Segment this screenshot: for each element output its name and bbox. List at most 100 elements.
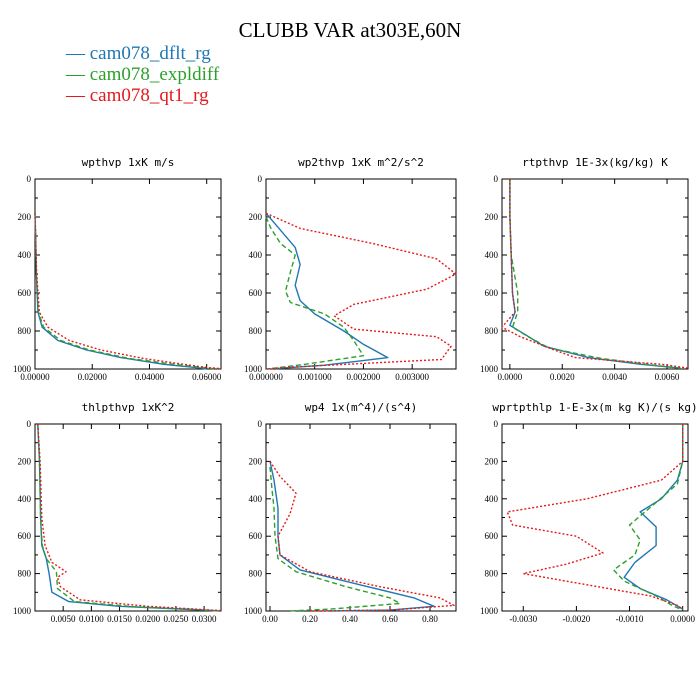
panel-title: thlpthvp 1xK^2 (82, 401, 175, 414)
y-tick-label: 0 (258, 419, 263, 429)
y-tick-label: 600 (249, 288, 263, 298)
x-tick-label: 0.0020 (550, 372, 575, 382)
x-tick-label: 0.40 (342, 614, 358, 624)
y-tick-label: 600 (18, 531, 32, 541)
panel-title: wpthvp 1xK m/s (82, 156, 175, 169)
y-tick-label: 1000 (480, 606, 499, 616)
y-tick-label: 0 (27, 174, 32, 184)
y-tick-label: 200 (249, 212, 263, 222)
legend-swatch: — (66, 64, 85, 85)
panel-2: wp2thvp 1xK m^2/s^2020040060080010000.00… (244, 156, 457, 382)
series-line-cam078_dflt_rg (509, 179, 681, 369)
x-tick-label: -0.0010 (616, 614, 644, 624)
x-tick-label: 0.00 (262, 614, 278, 624)
panel-title: wp2thvp 1xK m^2/s^2 (298, 156, 424, 169)
legend-label: cam078_qt1_rg (89, 85, 209, 106)
legend-swatch: — (66, 43, 85, 64)
y-tick-label: 800 (485, 326, 499, 336)
y-tick-label: 400 (485, 494, 499, 504)
x-tick-label: 0.0000 (670, 614, 695, 624)
legend-item-dflt: — cam078_dflt_rg (66, 44, 211, 64)
y-tick-label: 800 (249, 326, 263, 336)
series-line-cam078_qt1_rg (506, 424, 684, 610)
y-tick-label: 0 (494, 419, 499, 429)
series-line-cam078_qt1_rg (37, 423, 222, 612)
panel-6: wprtpthlp 1-E-3x(m kg K)/(s kg) 0 200 400 60… (480, 401, 698, 624)
legend-item-expldiff: — cam078_expldiff (66, 65, 219, 85)
plot-frame (34, 423, 222, 612)
x-tick-label: 0.20 (302, 614, 318, 624)
y-tick-label: 1000 (480, 364, 499, 374)
x-tick-label: 0.0040 (602, 372, 627, 382)
y-tick-label: 1000 (13, 606, 32, 616)
y-tick-label: 600 (249, 531, 263, 541)
x-tick-label: 0.0250 (164, 614, 189, 624)
x-tick-label: 0.0150 (107, 614, 132, 624)
y-tick-label: 800 (18, 326, 32, 336)
y-tick-label: 400 (485, 250, 499, 260)
y-tick-label: 1000 (244, 606, 263, 616)
plot-frame (501, 423, 689, 612)
series-line-cam078_expldiff (265, 216, 365, 370)
y-tick-label: 1000 (13, 364, 32, 374)
legend-label: cam078_expldiff (89, 64, 220, 85)
legend-swatch: — (66, 85, 85, 106)
y-tick-label: 400 (18, 494, 32, 504)
x-tick-label: 0.000000 (249, 372, 283, 382)
series-line-cam078_expldiff (34, 213, 219, 370)
x-tick-label: 0.002000 (347, 372, 381, 382)
y-tick-label: 200 (18, 456, 32, 466)
series-line-cam078_dflt_rg (623, 424, 684, 610)
series-line-cam078_dflt_rg (265, 212, 389, 370)
y-tick-label: 800 (18, 569, 32, 579)
y-tick-label: 400 (249, 494, 263, 504)
x-tick-label: 0.04000 (135, 372, 165, 382)
series-line-cam078_expldiff (269, 466, 401, 612)
y-tick-label: 1000 (244, 364, 263, 374)
x-tick-label: 0.80 (422, 614, 438, 624)
y-tick-label: 200 (485, 212, 499, 222)
y-tick-label: 600 (485, 288, 499, 298)
series-line-cam078_expldiff (509, 179, 683, 370)
panel-title: rtpthvp 1E-3x(kg/kg) K (522, 156, 668, 169)
series-line-cam078_dflt_rg (34, 213, 207, 370)
y-tick-label: 800 (485, 569, 499, 579)
y-tick-label: 200 (485, 456, 499, 466)
series-line-cam078_expldiff (612, 424, 684, 611)
x-tick-label: 0.60 (382, 614, 398, 624)
panel-title: wp4 1x(m^4)/(s^4) (305, 401, 418, 414)
series-line-cam078_expldiff (37, 423, 222, 612)
x-tick-label: 0.06000 (192, 372, 222, 382)
x-tick-label: 0.0300 (192, 614, 217, 624)
y-tick-label: 400 (249, 250, 263, 260)
series-line-cam078_qt1_rg (265, 212, 457, 370)
x-tick-label: 0.00000 (20, 372, 50, 382)
series-line-cam078_dflt_rg (37, 423, 222, 612)
series-line-cam078_qt1_rg (34, 213, 222, 370)
series-line-cam078_qt1_rg (501, 179, 689, 369)
legend-label: cam078_dflt_rg (89, 43, 211, 64)
y-tick-label: 800 (249, 569, 263, 579)
x-tick-label: 0.0000 (497, 372, 522, 382)
x-tick-label: -0.0020 (563, 614, 591, 624)
y-tick-label: 200 (18, 212, 32, 222)
x-tick-label: 0.0060 (655, 372, 680, 382)
x-tick-label: 0.0050 (51, 614, 76, 624)
legend-item-qt1: — cam078_qt1_rg (66, 86, 209, 106)
figure-title: CLUBB VAR at303E,60N (238, 18, 462, 42)
x-tick-label: 0.02000 (78, 372, 108, 382)
panel-title: wprtpthlp 1-E-3x(m kg K)/(s kg) (492, 401, 697, 414)
x-tick-label: 0.0100 (79, 614, 104, 624)
y-tick-label: 0 (494, 174, 499, 184)
x-tick-label: -0.0030 (509, 614, 537, 624)
y-tick-label: 0 (258, 174, 263, 184)
y-tick-label: 0 (27, 419, 32, 429)
panel-3: rtpthvp 1E-3x(kg/kg) K020040060080010000… (480, 156, 689, 382)
y-tick-label: 600 (485, 531, 499, 541)
x-tick-label: 0.001000 (298, 372, 332, 382)
series-line-cam078_qt1_rg (269, 461, 455, 612)
